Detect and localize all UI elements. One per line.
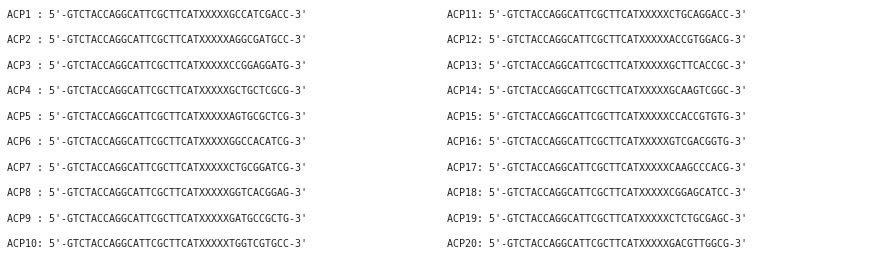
Text: ACP4 : 5'-GTCTACCAGGCATTCGCTTCATXXXXXGCTGCTCGCG-3': ACP4 : 5'-GTCTACCAGGCATTCGCTTCATXXXXXGCT…	[7, 86, 307, 96]
Text: ACP16: 5'-GTCTACCAGGCATTCGCTTCATXXXXXGTCGACGGTG-3': ACP16: 5'-GTCTACCAGGCATTCGCTTCATXXXXXGTC…	[447, 137, 747, 147]
Text: ACP20: 5'-GTCTACCAGGCATTCGCTTCATXXXXXGACGTTGGCG-3': ACP20: 5'-GTCTACCAGGCATTCGCTTCATXXXXXGAC…	[447, 239, 747, 249]
Text: ACP15: 5'-GTCTACCAGGCATTCGCTTCATXXXXXCCACCGTGTG-3': ACP15: 5'-GTCTACCAGGCATTCGCTTCATXXXXXCCA…	[447, 112, 747, 122]
Text: ACP6 : 5'-GTCTACCAGGCATTCGCTTCATXXXXXGGCCACATCG-3': ACP6 : 5'-GTCTACCAGGCATTCGCTTCATXXXXXGGC…	[7, 137, 307, 147]
Text: ACP7 : 5'-GTCTACCAGGCATTCGCTTCATXXXXXCTGCGGATCG-3': ACP7 : 5'-GTCTACCAGGCATTCGCTTCATXXXXXCTG…	[7, 163, 307, 173]
Text: ACP17: 5'-GTCTACCAGGCATTCGCTTCATXXXXXCAAGCCCACG-3': ACP17: 5'-GTCTACCAGGCATTCGCTTCATXXXXXCAA…	[447, 163, 747, 173]
Text: ACP2 : 5'-GTCTACCAGGCATTCGCTTCATXXXXXAGGCGATGCC-3': ACP2 : 5'-GTCTACCAGGCATTCGCTTCATXXXXXAGG…	[7, 35, 307, 45]
Text: ACP10: 5'-GTCTACCAGGCATTCGCTTCATXXXXXTGGTCGTGCC-3': ACP10: 5'-GTCTACCAGGCATTCGCTTCATXXXXXTGG…	[7, 239, 307, 249]
Text: ACP13: 5'-GTCTACCAGGCATTCGCTTCATXXXXXGCTTCACCGC-3': ACP13: 5'-GTCTACCAGGCATTCGCTTCATXXXXXGCT…	[447, 61, 747, 71]
Text: ACP14: 5'-GTCTACCAGGCATTCGCTTCATXXXXXGCAAGTCGGC-3': ACP14: 5'-GTCTACCAGGCATTCGCTTCATXXXXXGCA…	[447, 86, 747, 96]
Text: ACP12: 5'-GTCTACCAGGCATTCGCTTCATXXXXXACCGTGGACG-3': ACP12: 5'-GTCTACCAGGCATTCGCTTCATXXXXXACC…	[447, 35, 747, 45]
Text: ACP11: 5'-GTCTACCAGGCATTCGCTTCATXXXXXCTGCAGGACC-3': ACP11: 5'-GTCTACCAGGCATTCGCTTCATXXXXXCTG…	[447, 10, 747, 20]
Text: ACP9 : 5'-GTCTACCAGGCATTCGCTTCATXXXXXGATGCCGCTG-3': ACP9 : 5'-GTCTACCAGGCATTCGCTTCATXXXXXGAT…	[7, 214, 307, 224]
Text: ACP3 : 5'-GTCTACCAGGCATTCGCTTCATXXXXXCCGGAGGATG-3': ACP3 : 5'-GTCTACCAGGCATTCGCTTCATXXXXXCCG…	[7, 61, 307, 71]
Text: ACP5 : 5'-GTCTACCAGGCATTCGCTTCATXXXXXAGTGCGCTCG-3': ACP5 : 5'-GTCTACCAGGCATTCGCTTCATXXXXXAGT…	[7, 112, 307, 122]
Text: ACP1 : 5'-GTCTACCAGGCATTCGCTTCATXXXXXGCCATCGACC-3': ACP1 : 5'-GTCTACCAGGCATTCGCTTCATXXXXXGCC…	[7, 10, 307, 20]
Text: ACP8 : 5'-GTCTACCAGGCATTCGCTTCATXXXXXGGTCACGGAG-3': ACP8 : 5'-GTCTACCAGGCATTCGCTTCATXXXXXGGT…	[7, 188, 307, 198]
Text: ACP18: 5'-GTCTACCAGGCATTCGCTTCATXXXXXCGGAGCATCC-3': ACP18: 5'-GTCTACCAGGCATTCGCTTCATXXXXXCGG…	[447, 188, 747, 198]
Text: ACP19: 5'-GTCTACCAGGCATTCGCTTCATXXXXXCTCTGCGAGC-3': ACP19: 5'-GTCTACCAGGCATTCGCTTCATXXXXXCTC…	[447, 214, 747, 224]
